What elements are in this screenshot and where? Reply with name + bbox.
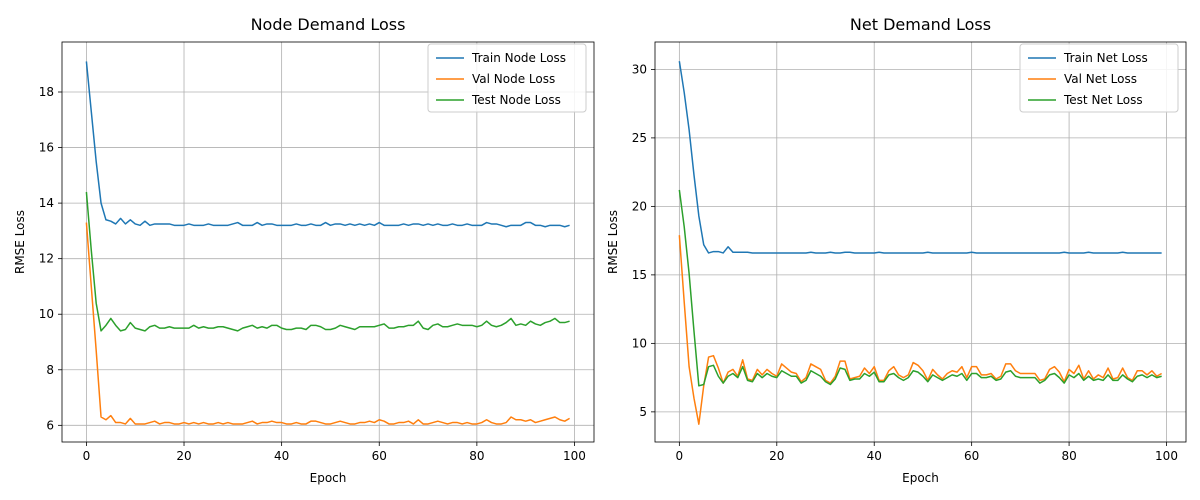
x-tick-label: 20 bbox=[769, 449, 784, 463]
y-tick-label: 6 bbox=[46, 418, 54, 432]
y-axis-label: RMSE Loss bbox=[606, 210, 620, 274]
x-tick-label: 0 bbox=[676, 449, 684, 463]
series-line-test-node-loss bbox=[85, 191, 570, 332]
chart-title: Node Demand Loss bbox=[251, 15, 406, 34]
legend-box bbox=[1019, 43, 1179, 113]
series-line-val-node-loss bbox=[85, 222, 570, 425]
series-line-val-net-loss bbox=[678, 235, 1163, 425]
plot-frame bbox=[654, 41, 1187, 443]
legend-label: Train Node Loss bbox=[471, 51, 566, 65]
legend-label: Test Node Loss bbox=[471, 93, 561, 107]
y-tick-label: 15 bbox=[632, 268, 647, 282]
x-tick-label: 80 bbox=[469, 449, 484, 463]
x-tick-label: 80 bbox=[1061, 449, 1076, 463]
y-tick-label: 8 bbox=[46, 363, 54, 377]
y-tick-label: 25 bbox=[632, 131, 647, 145]
x-axis-label: Epoch bbox=[902, 471, 939, 485]
x-tick-label: 60 bbox=[964, 449, 979, 463]
x-tick-label: 0 bbox=[83, 449, 91, 463]
legend-label: Val Node Loss bbox=[472, 72, 555, 86]
series-line-train-node-loss bbox=[85, 61, 570, 228]
y-tick-label: 16 bbox=[39, 141, 54, 155]
y-tick-label: 18 bbox=[39, 85, 54, 99]
y-tick-label: 10 bbox=[632, 336, 647, 350]
y-axis-label: RMSE Loss bbox=[13, 210, 27, 274]
x-tick-label: 100 bbox=[563, 449, 586, 463]
y-tick-label: 20 bbox=[632, 199, 647, 213]
legend-label: Test Net Loss bbox=[1063, 93, 1143, 107]
series-line-train-net-loss bbox=[678, 61, 1162, 254]
chart-panel-1: 0 20 40 60 80 100 5 10 15 20 25 30 Net Demand Loss Ep… bbox=[606, 15, 1187, 485]
chart-panel-0: 0 20 40 60 80 100 6 8 10 12 14 16 18 Node Demand Loss… bbox=[13, 15, 595, 485]
series-line-test-net-loss bbox=[678, 189, 1162, 387]
y-tick-label: 30 bbox=[632, 62, 647, 76]
x-tick-label: 40 bbox=[867, 449, 882, 463]
y-tick-label: 12 bbox=[39, 252, 54, 266]
x-axis-label: Epoch bbox=[310, 471, 347, 485]
legend-label: Train Net Loss bbox=[1063, 51, 1148, 65]
legend: Train Node Loss Val Node Loss Test Node Lo… bbox=[427, 43, 587, 113]
x-tick-label: 40 bbox=[274, 449, 289, 463]
y-tick-label: 14 bbox=[39, 196, 54, 210]
legend: Train Net Loss Val Net Loss Test Net Loss bbox=[1019, 43, 1179, 113]
y-tick-label: 5 bbox=[639, 405, 647, 419]
y-tick-label: 10 bbox=[39, 307, 54, 321]
x-tick-label: 60 bbox=[372, 449, 387, 463]
x-tick-label: 20 bbox=[176, 449, 191, 463]
x-tick-label: 100 bbox=[1155, 449, 1178, 463]
chart-title: Net Demand Loss bbox=[850, 15, 991, 34]
plot-frame bbox=[61, 41, 595, 443]
legend-label: Val Net Loss bbox=[1064, 72, 1137, 86]
legend-box bbox=[427, 43, 587, 113]
